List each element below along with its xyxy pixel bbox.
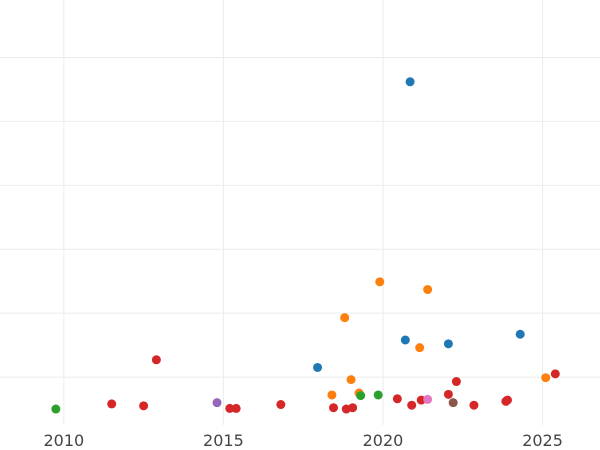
data-point-s0-2: [400, 335, 410, 345]
data-point-s6-0: [423, 394, 433, 404]
data-point-s0-4: [515, 329, 525, 339]
data-point-s1-4: [346, 375, 356, 385]
data-point-s3-12: [443, 389, 453, 399]
data-point-s0-3: [443, 339, 453, 349]
x-tick-label-2010: 2010: [43, 431, 84, 450]
data-point-s3-5: [276, 400, 286, 410]
x-tick-label-2025: 2025: [522, 431, 563, 450]
data-point-s2-1: [356, 391, 366, 401]
data-point-s0-1: [313, 362, 323, 372]
data-point-s3-4: [231, 403, 241, 413]
x-tick-label-2015: 2015: [203, 431, 244, 450]
data-point-s3-2: [139, 401, 149, 411]
data-point-s3-1: [107, 399, 117, 409]
data-point-s1-2: [340, 313, 350, 323]
x-tick-label-2020: 2020: [363, 431, 404, 450]
data-point-s3-8: [348, 403, 358, 413]
data-point-s3-14: [469, 400, 479, 410]
data-point-s3-3: [225, 403, 235, 413]
data-point-s3-16: [502, 395, 512, 405]
data-point-s1-0: [375, 277, 385, 287]
data-point-s1-3: [415, 343, 425, 353]
data-point-s2-0: [51, 404, 61, 414]
data-point-s1-7: [541, 373, 551, 383]
x-tick-labels: 2010 2015 2020 2025: [43, 431, 562, 450]
data-point-s0-0: [405, 77, 415, 87]
data-point-s1-5: [327, 390, 337, 400]
data-point-s3-10: [407, 400, 417, 410]
data-point-s3-6: [329, 403, 339, 413]
data-point-s1-1: [423, 285, 433, 295]
data-point-s3-9: [392, 394, 402, 404]
data-point-s2-2: [373, 390, 383, 400]
points-layer: [51, 77, 560, 414]
data-point-s3-0: [151, 355, 161, 365]
data-point-s4-0: [212, 398, 222, 408]
grid-layer: [0, 0, 600, 425]
data-point-s3-17: [550, 369, 560, 379]
data-point-s5-0: [448, 398, 458, 408]
data-point-s3-13: [451, 377, 461, 387]
